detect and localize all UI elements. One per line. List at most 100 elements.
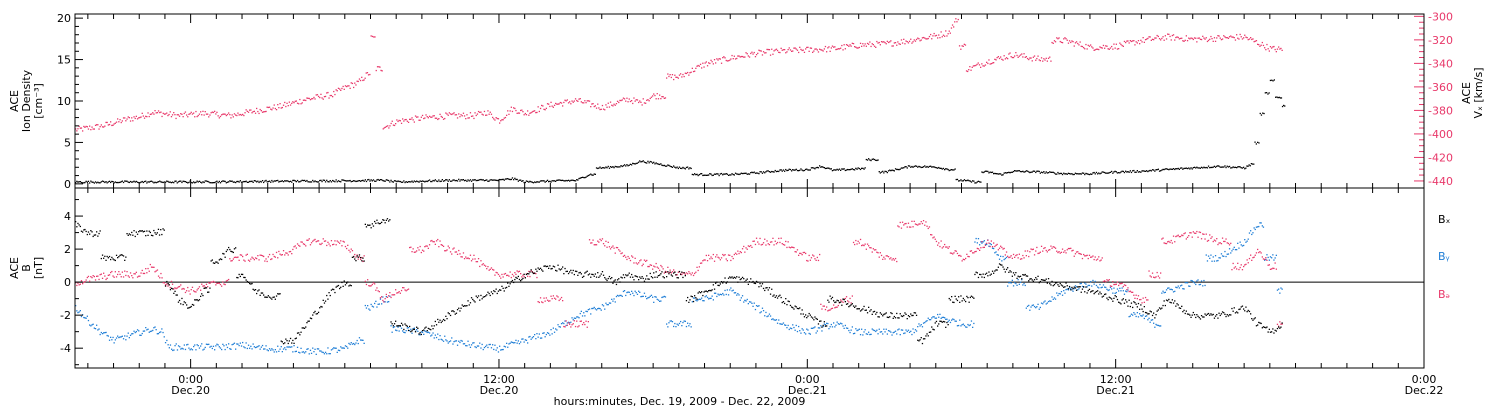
velocity-point bbox=[873, 45, 876, 47]
velocity-point bbox=[813, 50, 815, 52]
bx-point bbox=[530, 269, 532, 271]
bx-point bbox=[158, 234, 161, 236]
bz-point bbox=[869, 247, 871, 249]
bz-point bbox=[926, 225, 928, 227]
density-point bbox=[626, 164, 628, 166]
by-point bbox=[994, 252, 996, 254]
by-point bbox=[654, 296, 656, 298]
bx-point bbox=[496, 292, 498, 295]
bx-point bbox=[627, 274, 629, 276]
bz-point bbox=[1077, 251, 1079, 253]
bz-point bbox=[629, 259, 632, 262]
velocity-point bbox=[502, 119, 504, 121]
bx-point bbox=[393, 323, 396, 325]
by-point bbox=[1094, 280, 1096, 283]
bz-point bbox=[1207, 239, 1210, 242]
bz-point bbox=[458, 249, 460, 252]
bz-point bbox=[1216, 238, 1218, 240]
by-point bbox=[502, 348, 504, 351]
by-point bbox=[90, 325, 92, 327]
bx-point bbox=[339, 287, 341, 290]
by-point bbox=[175, 343, 177, 345]
by-point bbox=[224, 348, 226, 351]
density-point bbox=[1098, 172, 1100, 174]
density-point bbox=[937, 167, 939, 169]
bz-point bbox=[576, 320, 578, 322]
density-point bbox=[549, 180, 551, 182]
by-point bbox=[1192, 281, 1194, 283]
density-point bbox=[313, 181, 315, 183]
velocity-point bbox=[453, 112, 455, 114]
bx-point bbox=[816, 318, 818, 320]
by-point bbox=[156, 333, 158, 335]
bz-point bbox=[1067, 247, 1070, 250]
bz-point bbox=[456, 253, 459, 255]
bz-point bbox=[203, 285, 205, 287]
density-point bbox=[326, 179, 328, 181]
density-point bbox=[948, 169, 950, 172]
density-point bbox=[555, 180, 557, 182]
bz-point bbox=[413, 251, 415, 253]
by-point bbox=[557, 324, 559, 326]
velocity-point bbox=[451, 113, 453, 116]
by-point bbox=[1091, 285, 1093, 287]
by-point bbox=[1100, 287, 1102, 289]
bz-point bbox=[702, 260, 704, 262]
density-point bbox=[242, 181, 244, 183]
velocity-point bbox=[613, 103, 615, 105]
velocity-point bbox=[364, 77, 366, 79]
bz-point bbox=[258, 259, 260, 261]
bz-point bbox=[207, 286, 209, 288]
velocity-point bbox=[142, 115, 144, 117]
density-point bbox=[551, 180, 553, 182]
density-point bbox=[525, 180, 528, 182]
density-point bbox=[988, 172, 990, 174]
by-point bbox=[904, 332, 906, 334]
velocity-point bbox=[406, 120, 408, 122]
bz-point bbox=[433, 241, 435, 243]
by-point bbox=[480, 347, 482, 349]
bx-point bbox=[626, 275, 628, 277]
bz-point bbox=[878, 256, 880, 258]
bx-point bbox=[668, 273, 670, 275]
bz-point bbox=[932, 237, 934, 239]
velocity-point bbox=[1073, 45, 1075, 47]
velocity-point bbox=[788, 47, 790, 49]
density-point bbox=[229, 180, 231, 182]
bx-point bbox=[565, 270, 567, 273]
by-point bbox=[859, 334, 862, 336]
bz-point bbox=[1181, 234, 1183, 236]
by-point bbox=[807, 329, 809, 331]
bz-point bbox=[1192, 231, 1194, 233]
bx-point bbox=[293, 342, 295, 344]
density-point bbox=[510, 178, 512, 181]
density-point bbox=[552, 180, 554, 182]
bz-point bbox=[1206, 240, 1209, 242]
velocity-point bbox=[223, 113, 225, 115]
bx-point bbox=[726, 281, 728, 283]
bz-point bbox=[704, 259, 706, 261]
bx-point bbox=[817, 323, 820, 325]
by-point bbox=[913, 331, 915, 334]
bz-point bbox=[405, 290, 407, 292]
bz-point bbox=[1260, 252, 1262, 254]
by-point bbox=[857, 329, 859, 331]
bz-point bbox=[805, 252, 807, 255]
velocity-point bbox=[288, 101, 290, 103]
velocity-point bbox=[649, 97, 651, 100]
by-point bbox=[98, 328, 100, 330]
by-point bbox=[1197, 279, 1199, 281]
bz-point bbox=[1255, 252, 1258, 254]
velocity-point bbox=[650, 96, 653, 98]
by-point bbox=[465, 345, 467, 347]
by-point bbox=[243, 346, 245, 348]
by-point bbox=[161, 328, 163, 330]
bz-point bbox=[730, 259, 732, 262]
density-point bbox=[1141, 170, 1143, 172]
bz-point bbox=[600, 239, 602, 242]
density-point bbox=[1238, 166, 1240, 168]
by-point bbox=[152, 329, 154, 332]
by-point bbox=[1012, 285, 1015, 287]
bx-series bbox=[75, 218, 1283, 345]
density-point bbox=[947, 168, 949, 171]
